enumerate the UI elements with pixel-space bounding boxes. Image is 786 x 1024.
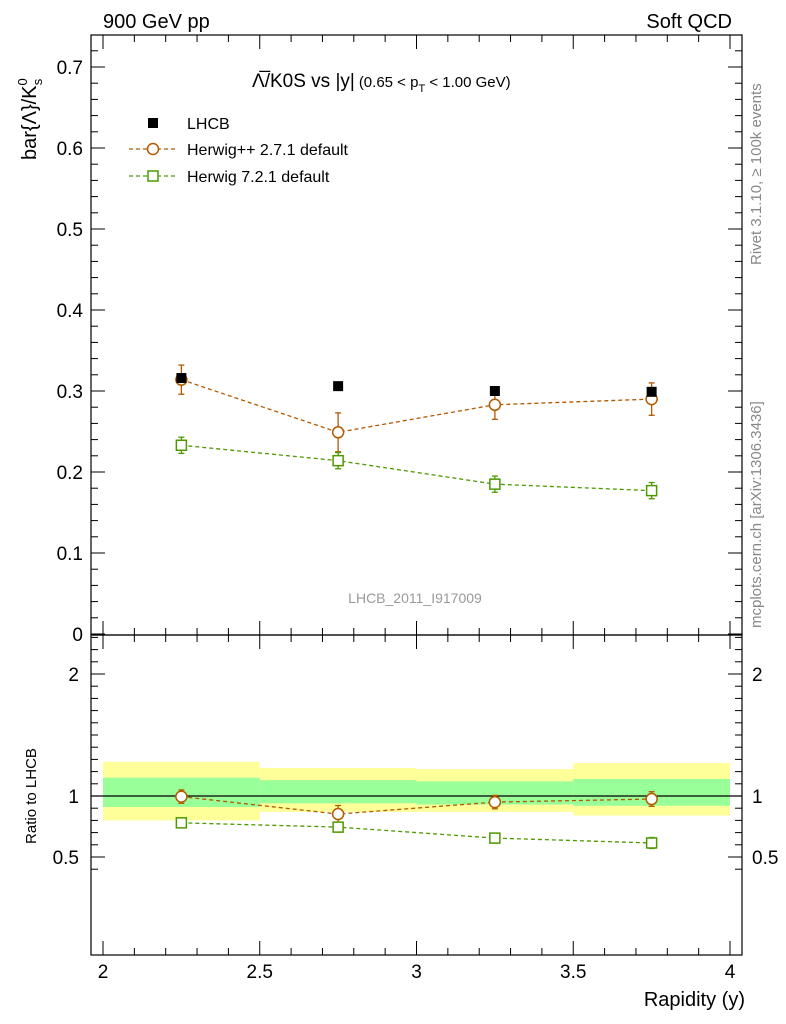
main-ytick-label: 0 <box>72 625 83 646</box>
legend: LHCB Herwig++ 2.7.1 default Herwig 7.2.1… <box>129 116 349 186</box>
ratio-ytick-label-left: 0.5 <box>53 848 79 869</box>
data-point <box>332 821 344 833</box>
header-right: Soft QCD <box>646 11 732 33</box>
data-point <box>646 386 657 397</box>
ratio-panel-bands <box>91 761 742 821</box>
data-point <box>175 817 188 829</box>
data-point <box>488 398 502 412</box>
main-ylabel-sup: 0 <box>15 78 30 85</box>
main-ylabel: bar{Λ}/K0s <box>15 78 45 160</box>
data-point <box>331 807 345 821</box>
plot-title: Λ̅/K0S vs |y| (0.65 < pT < 1.00 GeV) <box>252 71 511 95</box>
main-ylabel-group: bar{Λ}/K0s <box>15 78 45 160</box>
ratio-ylabel: Ratio to LHCB <box>23 748 40 844</box>
data-point <box>176 373 187 384</box>
legend-marker-herwigpp <box>146 142 160 156</box>
main-ytick-label: 0.2 <box>57 463 83 484</box>
legend-marker-lhcb <box>148 118 158 128</box>
ratio-ytick-label-right: 0.5 <box>752 848 778 869</box>
data-point <box>645 792 658 806</box>
main-ytick-label: 0.1 <box>57 544 83 565</box>
plot-title-sub-pre: (0.65 < p <box>359 74 419 91</box>
ratio-panel-frame <box>90 634 743 956</box>
uncertainty-band-inner <box>259 780 417 804</box>
data-point <box>175 439 188 452</box>
ratio-ytick-label-right: 2 <box>752 665 763 686</box>
main-panel-series <box>175 364 658 500</box>
x-tick-label: 2.5 <box>247 962 273 983</box>
legend-label-herwigpp: Herwig++ 2.7.1 default <box>187 142 349 159</box>
main-ytick-label: 0.6 <box>57 139 83 160</box>
main-ytick-label: 0.4 <box>57 301 84 322</box>
data-point <box>489 386 500 396</box>
x-tick-label: 3.5 <box>560 962 586 983</box>
legend-marker-herwig7 <box>147 170 159 182</box>
ratio-ytick-label-left: 2 <box>68 665 79 686</box>
ratio-panel-series <box>175 789 658 850</box>
x-tick-label: 4 <box>725 962 736 983</box>
legend-label-lhcb: LHCB <box>187 116 230 133</box>
plot-title-sub-sub: T <box>418 83 425 95</box>
x-tick-label: 2 <box>98 962 109 983</box>
plot-title-main: Λ̅/K0S vs |y| <box>252 71 355 92</box>
data-point <box>175 790 188 803</box>
uncertainty-band-inner <box>416 781 574 805</box>
series-line <box>181 379 652 433</box>
data-point <box>489 478 501 490</box>
main-ylabel-text: bar{Λ}/K <box>19 85 41 160</box>
plot-title-sub-post: < 1.00 GeV) <box>425 74 510 91</box>
ratio-ytick-label-left: 1 <box>68 787 79 808</box>
main-ytick-label: 0.3 <box>57 382 83 403</box>
series-line <box>181 444 652 492</box>
main-ytick-label: 0.5 <box>57 220 83 241</box>
data-point <box>645 484 658 497</box>
x-tick-label: 3 <box>411 962 422 983</box>
main-ytick-label: 0.7 <box>57 58 83 79</box>
legend-label-herwig7: Herwig 7.2.1 default <box>187 169 330 186</box>
analysis-watermark: LHCB_2011_I917009 <box>348 590 482 606</box>
data-point <box>489 832 501 844</box>
header-left: 900 GeV pp <box>103 11 210 33</box>
x-axis-label: Rapidity (y) <box>644 989 745 1011</box>
data-point <box>645 837 658 849</box>
data-point <box>331 426 345 439</box>
main-panel-axes: 0 0.1 0.2 0.3 0.4 0.5 0.6 0.7 <box>57 35 742 646</box>
series-line <box>181 822 652 844</box>
main-ylabel-sub: s <box>30 78 45 85</box>
rivet-label: Rivet 3.1.10, ≥ 100k events <box>748 83 765 265</box>
data-point <box>333 381 344 392</box>
data-point <box>488 795 502 809</box>
ratio-panel-axes: 0.5 0.5 1 1 2 2 2 2.5 3 3.5 4 <box>53 635 778 983</box>
series-line <box>181 795 652 815</box>
data-point <box>332 454 344 467</box>
ratio-ytick-label-right: 1 <box>752 787 763 808</box>
mcplots-label: mcplots.cern.ch [arXiv:1306.3436] <box>748 401 765 628</box>
